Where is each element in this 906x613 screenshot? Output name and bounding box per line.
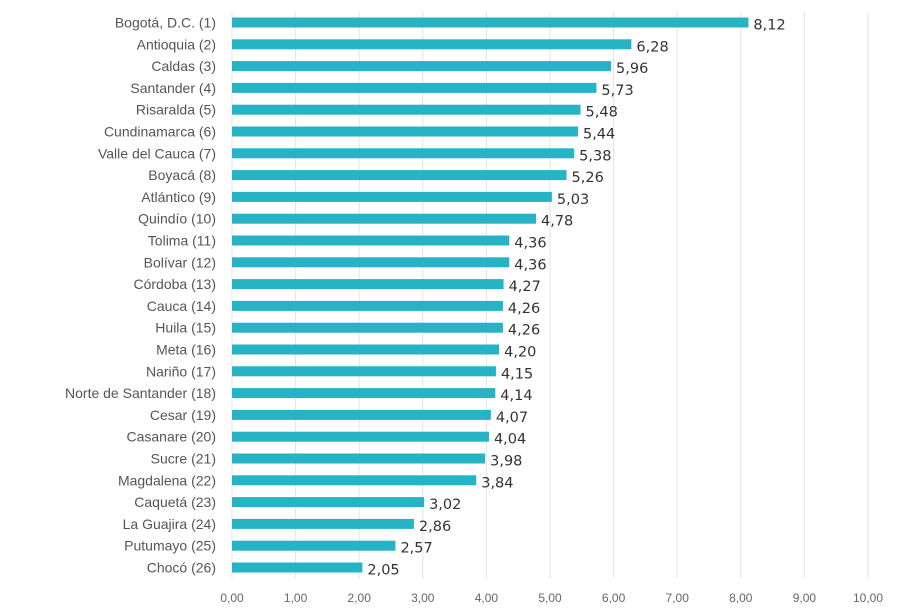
x-tick-label: 3,00 — [411, 591, 435, 605]
x-tick-label: 1,00 — [284, 591, 308, 605]
value-label: 3,98 — [490, 454, 522, 470]
value-label: 4,36 — [514, 257, 546, 273]
bar — [232, 61, 612, 72]
value-label: 4,14 — [500, 388, 532, 404]
x-tick-label: 5,00 — [538, 591, 562, 605]
category-label: Atlántico (9) — [141, 189, 216, 205]
bar — [232, 104, 581, 115]
category-label: Córdoba (13) — [134, 276, 217, 292]
x-tick-label: 4,00 — [475, 591, 499, 605]
value-label: 5,44 — [583, 127, 615, 143]
value-label: 3,02 — [429, 497, 461, 513]
category-label: Quindío (10) — [138, 211, 216, 227]
category-label: Caldas (3) — [151, 58, 216, 74]
category-label: Santander (4) — [130, 80, 216, 96]
category-label: Cesar (19) — [150, 407, 216, 423]
value-label: 4,78 — [541, 214, 573, 230]
x-tick-label: 10,00 — [853, 591, 883, 605]
value-label: 4,20 — [504, 345, 536, 361]
x-tick-label: 7,00 — [666, 591, 690, 605]
x-tick-label: 8,00 — [729, 591, 753, 605]
category-label: Risaralda (5) — [136, 102, 216, 118]
category-labels: Bogotá, D.C. (1) Antioquia (2) Caldas (3) S… — [65, 15, 216, 576]
value-label: 5,03 — [557, 192, 589, 208]
value-label: 2,57 — [400, 541, 432, 557]
bar — [232, 562, 363, 573]
category-label: Sucre (21) — [151, 451, 216, 467]
bar — [232, 148, 575, 159]
bar — [232, 279, 504, 290]
value-label: 5,48 — [586, 105, 618, 121]
value-label: 5,26 — [572, 170, 604, 186]
bar — [232, 475, 477, 486]
bar — [232, 366, 496, 377]
category-label: Valle del Cauca (7) — [98, 145, 216, 161]
category-label: Huila (15) — [155, 320, 216, 336]
bar — [232, 388, 496, 399]
category-label: Tolima (11) — [148, 233, 216, 249]
bar — [232, 409, 491, 420]
category-label: Caquetá (23) — [134, 494, 216, 510]
value-label: 8,12 — [753, 18, 785, 34]
value-label: 4,26 — [508, 301, 540, 317]
bar — [232, 344, 500, 355]
category-label: Antioquia (2) — [137, 36, 216, 52]
value-label: 5,38 — [579, 148, 611, 164]
bar — [232, 213, 537, 224]
category-label: Meta (16) — [156, 342, 216, 358]
bar — [232, 431, 489, 442]
value-label: 5,73 — [601, 83, 633, 99]
x-tick-label: 2,00 — [348, 591, 372, 605]
bar — [232, 300, 503, 311]
x-tick-label: 6,00 — [602, 591, 626, 605]
x-tick-label: 0,00 — [220, 591, 244, 605]
bar — [232, 540, 396, 551]
value-labels: 8,12 6,28 5,96 5,73 5,48 5,44 5,38 5,26 5,03 4,78… — [367, 18, 785, 579]
value-label: 4,26 — [508, 323, 540, 339]
x-axis-ticks: 0,00 1,00 2,00 3,00 4,00 5,00 6,00 7,00 8,00 9,00… — [220, 591, 883, 605]
category-label: Boyacá (8) — [148, 167, 216, 183]
bar — [232, 322, 503, 333]
bar — [232, 235, 510, 246]
bar — [232, 191, 552, 202]
bars — [232, 17, 749, 573]
value-label: 6,28 — [636, 39, 668, 55]
bar — [232, 497, 425, 508]
bar — [232, 518, 414, 529]
category-label: Norte de Santander (18) — [65, 385, 216, 401]
bar — [232, 126, 578, 137]
category-label: Putumayo (25) — [124, 538, 216, 554]
bar — [232, 82, 597, 93]
category-label: Casanare (20) — [127, 429, 217, 445]
gridlines — [231, 12, 869, 578]
value-label: 4,04 — [494, 432, 526, 448]
category-label: Cundinamarca (6) — [104, 124, 216, 140]
value-label: 3,84 — [481, 475, 513, 491]
bar — [232, 17, 749, 28]
category-label: Bolívar (12) — [144, 254, 216, 270]
category-label: Magdalena (22) — [118, 472, 216, 488]
value-label: 4,27 — [509, 279, 541, 295]
bar — [232, 257, 510, 268]
bar — [232, 39, 632, 50]
bar — [232, 170, 567, 181]
category-label: La Guajira (24) — [123, 516, 216, 532]
category-label: Nariño (17) — [146, 363, 216, 379]
x-tick-label: 9,00 — [793, 591, 817, 605]
category-label: Bogotá, D.C. (1) — [115, 15, 216, 31]
category-label: Chocó (26) — [147, 560, 216, 576]
value-label: 4,36 — [514, 236, 546, 252]
value-label: 5,96 — [616, 61, 648, 77]
category-label: Cauca (14) — [147, 298, 216, 314]
bar — [232, 453, 486, 464]
value-label: 4,15 — [501, 366, 533, 382]
value-label: 4,07 — [496, 410, 528, 426]
value-label: 2,05 — [367, 563, 399, 579]
value-label: 2,86 — [419, 519, 451, 535]
